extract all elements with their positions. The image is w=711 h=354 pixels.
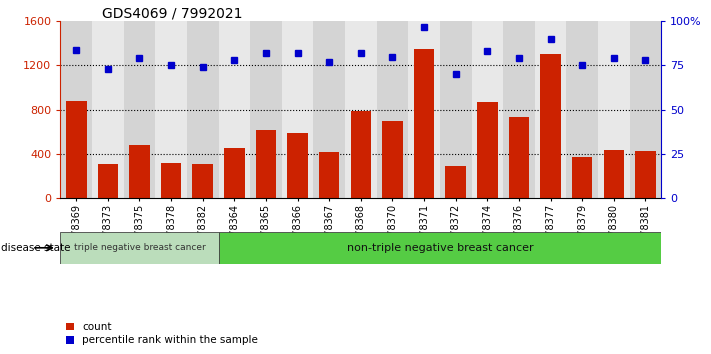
Bar (287, 133, 308, 198)
Bar (630, 21, 661, 198)
Text: non-triple negative breast cancer: non-triple negative breast cancer (346, 243, 533, 253)
Bar (440, 21, 471, 198)
Bar (319, 152, 339, 198)
Bar (218, 232, 661, 264)
Bar (471, 21, 503, 198)
Bar (187, 21, 218, 198)
Bar (250, 21, 282, 198)
Text: disease state: disease state (1, 243, 71, 253)
Bar (351, 111, 371, 198)
Bar (414, 49, 434, 198)
Bar (155, 21, 187, 198)
Bar (377, 21, 408, 198)
Bar (124, 21, 155, 198)
Bar (345, 21, 377, 198)
Bar (503, 21, 535, 198)
Bar (567, 21, 598, 198)
Bar (60, 232, 218, 264)
Bar (256, 130, 277, 198)
Bar (92, 21, 124, 198)
Bar (408, 21, 440, 198)
Bar (224, 148, 245, 198)
Bar (508, 118, 529, 198)
Bar (598, 21, 630, 198)
Bar (445, 166, 466, 198)
Bar (282, 21, 314, 198)
Bar (535, 21, 567, 198)
Bar (97, 164, 118, 198)
Bar (193, 164, 213, 198)
Legend: count, percentile rank within the sample: count, percentile rank within the sample (65, 322, 258, 345)
Bar (161, 163, 181, 198)
Bar (60, 21, 92, 198)
Text: GDS4069 / 7992021: GDS4069 / 7992021 (102, 6, 243, 20)
Bar (572, 157, 592, 198)
Bar (635, 151, 656, 198)
Bar (604, 149, 624, 198)
Bar (383, 121, 402, 198)
Bar (66, 101, 87, 198)
Bar (129, 145, 150, 198)
Bar (218, 21, 250, 198)
Bar (540, 55, 561, 198)
Bar (477, 102, 498, 198)
Bar (314, 21, 345, 198)
Text: triple negative breast cancer: triple negative breast cancer (74, 243, 205, 252)
